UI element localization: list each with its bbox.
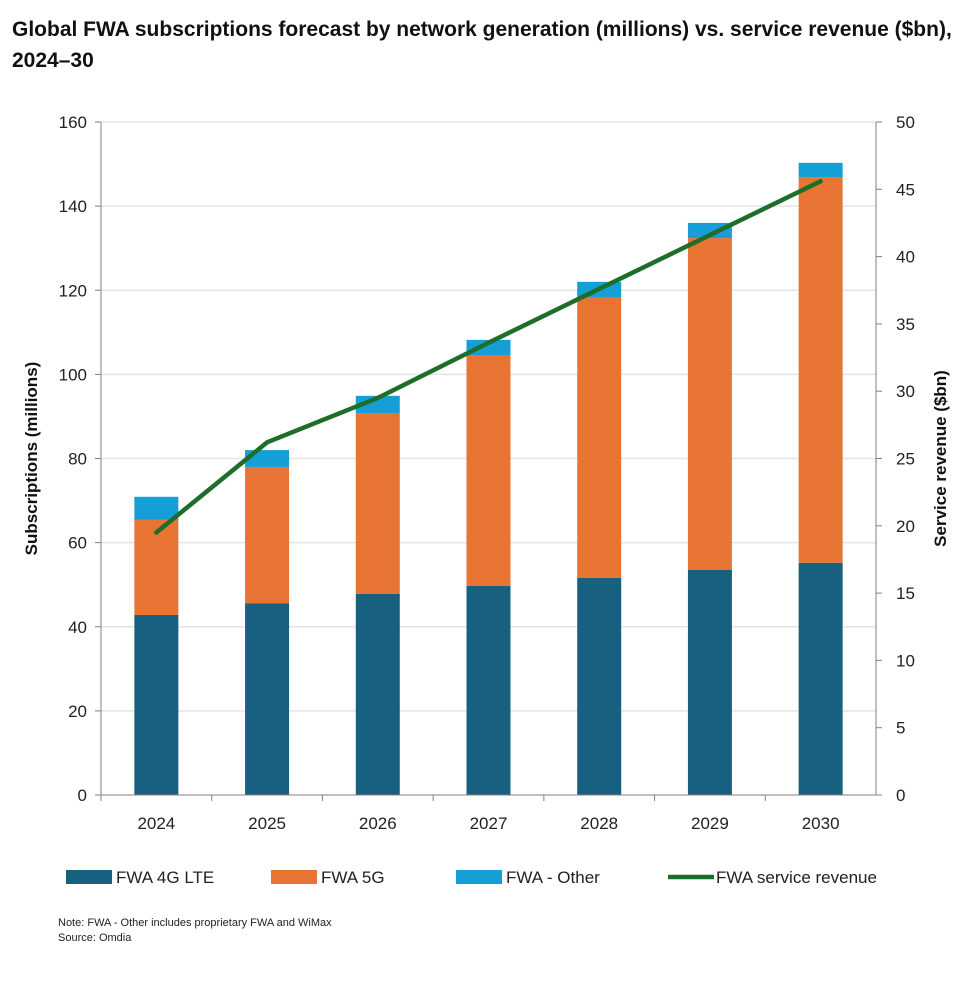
legend-label-fwa-4g-lte: FWA 4G LTE xyxy=(116,868,214,887)
y2-tick-label: 40 xyxy=(896,248,915,267)
bar-fwa-other xyxy=(466,339,511,356)
y2-tick-label: 45 xyxy=(896,180,915,199)
y-tick-label: 60 xyxy=(68,534,87,553)
y2-tick-label: 25 xyxy=(896,450,915,469)
x-tick-label: 2024 xyxy=(137,814,175,833)
bar-fwa-other xyxy=(798,162,843,178)
y-tick-label: 100 xyxy=(59,365,87,384)
chart-title: Global FWA subscriptions forecast by net… xyxy=(12,18,952,72)
bar-fwa-5g xyxy=(245,466,290,604)
x-tick-label: 2026 xyxy=(359,814,397,833)
y2-tick-label: 15 xyxy=(896,584,915,603)
x-tick-label: 2028 xyxy=(580,814,618,833)
bar-fwa-5g xyxy=(798,177,843,563)
legend-swatch-fwa-other xyxy=(456,870,502,884)
legend-label-fwa-service-revenue: FWA service revenue xyxy=(716,868,877,887)
y-tick-label: 40 xyxy=(68,618,87,637)
y-tick-label: 0 xyxy=(78,786,87,805)
chart-source: Source: Omdia xyxy=(58,932,132,944)
y-tick-label: 140 xyxy=(59,197,87,216)
y2-tick-label: 5 xyxy=(896,719,905,738)
bar-fwa-5g xyxy=(355,413,400,594)
y-tick-label: 120 xyxy=(59,281,87,300)
y-axis-title: Subscriptions (millions) xyxy=(22,362,41,556)
legend-swatch-fwa-5g xyxy=(271,870,317,884)
y2-tick-label: 50 xyxy=(896,113,915,132)
y2-tick-label: 35 xyxy=(896,315,915,334)
bar-fwa-other xyxy=(134,496,179,520)
y-tick-label: 160 xyxy=(59,113,87,132)
x-tick-label: 2030 xyxy=(802,814,840,833)
bar-fwa-5g xyxy=(466,355,511,586)
bar-fwa-4g-lte xyxy=(134,614,179,795)
bar-fwa-other xyxy=(687,222,732,239)
bar-fwa-4g-lte xyxy=(798,562,843,795)
x-tick-label: 2029 xyxy=(691,814,729,833)
bar-fwa-4g-lte xyxy=(355,593,400,795)
bar-fwa-4g-lte xyxy=(687,569,732,795)
x-tick-label: 2027 xyxy=(470,814,508,833)
legend-label-fwa-5g: FWA 5G xyxy=(321,868,385,887)
bar-fwa-4g-lte xyxy=(466,585,511,795)
bar-fwa-other xyxy=(245,450,290,467)
bar-fwa-5g xyxy=(577,297,622,578)
y2-tick-label: 10 xyxy=(896,651,915,670)
chart-note: Note: FWA - Other includes proprietary F… xyxy=(58,917,332,929)
bar-fwa-5g xyxy=(687,238,732,570)
y2-tick-label: 20 xyxy=(896,517,915,536)
y2-tick-label: 0 xyxy=(896,786,905,805)
y-tick-label: 80 xyxy=(68,450,87,469)
y2-axis-title: Service revenue ($bn) xyxy=(931,370,950,547)
bar-fwa-5g xyxy=(134,519,179,615)
legend-swatch-fwa-4g-lte xyxy=(66,870,112,884)
y-tick-label: 20 xyxy=(68,702,87,721)
legend-label-fwa-other: FWA - Other xyxy=(506,868,600,887)
bar-fwa-4g-lte xyxy=(577,577,622,795)
x-tick-label: 2025 xyxy=(248,814,286,833)
y2-tick-label: 30 xyxy=(896,382,915,401)
bar-fwa-4g-lte xyxy=(245,603,290,795)
